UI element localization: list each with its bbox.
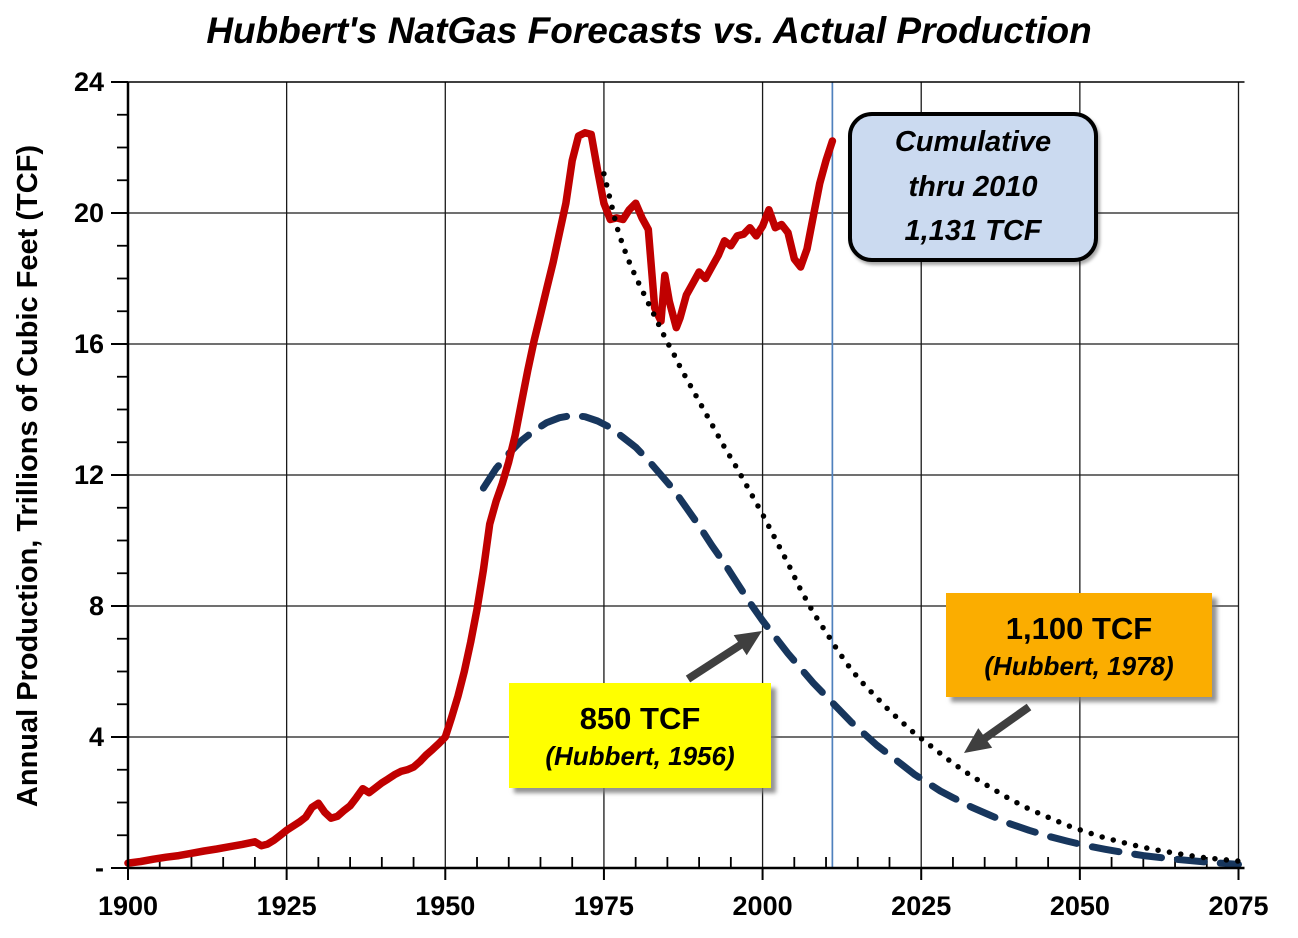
y-tick-label: 24 — [74, 67, 104, 97]
cumulative-line-3: 1,131 TCF — [904, 215, 1042, 248]
forecast-1978-value: 1,100 TCF — [1005, 610, 1153, 646]
forecast-1978-source: (Hubbert, 1978) — [984, 650, 1174, 681]
x-tick-label: 1900 — [98, 891, 158, 921]
x-tick-label: 2050 — [1050, 891, 1110, 921]
forecast-1956-line — [479, 411, 1242, 868]
arrow-to-1978-curve-shaft — [976, 703, 1032, 746]
x-tick-label: 1925 — [257, 891, 317, 921]
arrow-to-1978-curve-head — [964, 728, 993, 753]
forecast-1956-source: (Hubbert, 1956) — [545, 741, 735, 772]
y-tick-label: 16 — [74, 329, 104, 359]
cumulative-line-1: Cumulative — [894, 125, 1052, 158]
arrow-to-1956-curve-shaft — [685, 637, 750, 683]
y-tick-label: 20 — [74, 198, 104, 228]
chart-title: Hubbert's NatGas Forecasts vs. Actual Pr… — [206, 10, 1092, 51]
x-tick-label: 1975 — [574, 891, 634, 921]
y-tick-label: - — [95, 853, 104, 883]
arrow-to-1956-curve-head — [733, 631, 762, 656]
x-tick-label: 2025 — [891, 891, 951, 921]
forecast-1956-annotation-box: 850 TCF (Hubbert, 1956) — [509, 683, 771, 788]
x-tick-label: 2000 — [733, 891, 793, 921]
forecast-1978-line — [601, 170, 1242, 864]
y-tick-label: 12 — [74, 460, 104, 490]
cumulative-line-2: thru 2010 — [908, 170, 1038, 203]
y-tick-label: 8 — [89, 591, 104, 621]
forecast-1956-value: 850 TCF — [579, 701, 701, 737]
forecast-1978-annotation-box: 1,100 TCF (Hubbert, 1978) — [946, 593, 1212, 697]
cumulative-annotation-box: Cumulative thru 2010 1,131 TCF — [848, 112, 1098, 262]
actual-line — [124, 129, 837, 867]
x-tick-label: 2075 — [1208, 891, 1268, 921]
x-tick-label: 1950 — [415, 891, 475, 921]
y-tick-label: 4 — [89, 722, 104, 752]
